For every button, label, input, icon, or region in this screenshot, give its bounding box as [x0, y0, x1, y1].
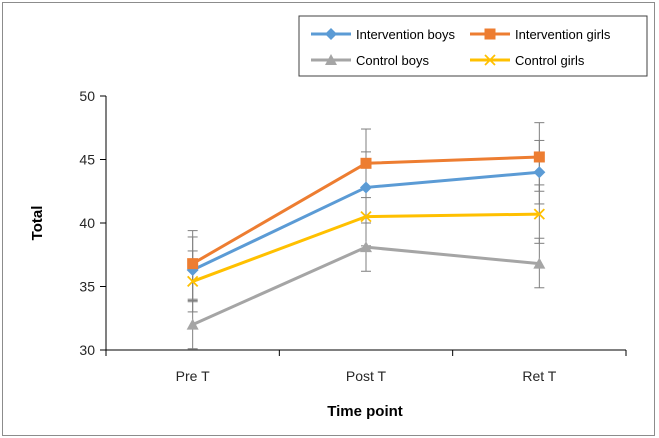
- x-mark-stroke: [360, 211, 372, 223]
- data-point: [187, 275, 199, 288]
- legend-item: Control girls: [470, 53, 585, 68]
- data-point: [360, 181, 372, 194]
- y-tick-label: 50: [79, 88, 95, 104]
- data-point: [533, 208, 545, 220]
- y-axis-title: Total: [29, 206, 46, 241]
- x-axis-title: Time point: [327, 403, 403, 420]
- data-point: [360, 241, 372, 253]
- x-tick-label: Ret T: [522, 368, 556, 384]
- legend-box: [298, 15, 648, 77]
- x-mark-stroke: [484, 54, 496, 66]
- x-tick-label: Pre T: [176, 368, 210, 384]
- y-tick-label: 30: [79, 342, 95, 358]
- y-tick-label: 40: [79, 215, 95, 231]
- line-chart: Intervention boys Intervention girls Contr…: [29, 15, 648, 420]
- legend-label: Intervention girls: [515, 27, 611, 42]
- legend-item: Control boys: [311, 53, 429, 68]
- legend: Intervention boys Intervention girls Contr…: [298, 15, 648, 77]
- data-point: [533, 151, 545, 163]
- y-tick-label: 35: [79, 279, 95, 295]
- axes: 30 35 40 45 50 Pre T Post T Ret T: [79, 88, 627, 384]
- series-markers: [186, 151, 546, 330]
- legend-marker: [484, 28, 496, 40]
- y-tick-label: 45: [79, 152, 95, 168]
- legend-label: Control boys: [356, 53, 429, 68]
- data-point: [533, 166, 546, 179]
- x-mark-stroke: [533, 208, 545, 220]
- legend-marker: [325, 54, 337, 65]
- legend-marker: [484, 54, 496, 66]
- legend-label: Intervention boys: [356, 27, 456, 42]
- data-point: [360, 157, 372, 169]
- data-point: [533, 257, 546, 269]
- data-point: [360, 211, 372, 223]
- x-tick-label: Post T: [346, 368, 387, 384]
- legend-item: Intervention girls: [470, 27, 611, 42]
- x-mark-stroke: [187, 275, 199, 288]
- legend-label: Control girls: [515, 53, 585, 68]
- legend-item: Intervention boys: [311, 27, 456, 42]
- data-point: [187, 258, 199, 270]
- data-point: [186, 318, 199, 330]
- legend-marker: [325, 28, 337, 40]
